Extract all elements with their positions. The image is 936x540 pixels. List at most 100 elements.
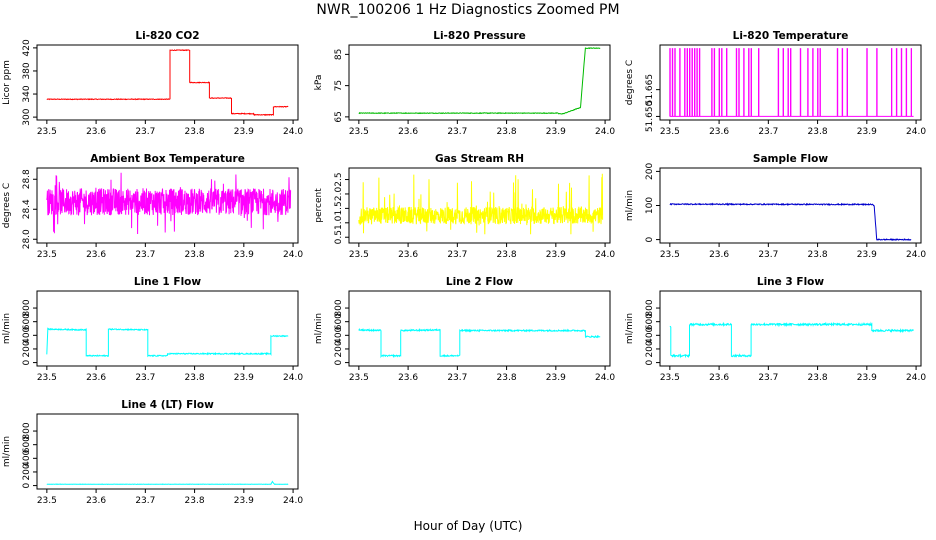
- ambient-box-temperature-ytick-label: 28.4: [22, 199, 32, 219]
- line-1-flow-xtick-label: 23.8: [185, 373, 205, 383]
- line-4-lt-flow-series-line: [46, 480, 289, 486]
- panel-li-820-pressure: Li-820 Pressure kPa 23.5 23.6 23.7 23.8 23.9 24…: [314, 30, 615, 137]
- ambient-box-temperature-xtick-label: 23.9: [234, 250, 254, 260]
- line-2-flow-ytick-label: 800: [334, 299, 344, 316]
- line-2-flow-series-line: [358, 328, 601, 359]
- li-820-pressure-xtick-label: 23.5: [349, 127, 369, 137]
- gas-stream-rh-ytick-label: 2.5: [334, 172, 344, 186]
- li-820-co2-xtick-label: 24.0: [283, 127, 303, 137]
- gas-stream-rh-ytick-label: 2.0: [334, 187, 344, 202]
- ambient-box-temperature-xtick-label: 23.8: [185, 250, 205, 260]
- sample-flow-title: Sample Flow: [753, 153, 828, 165]
- ambient-box-temperature-xtick-label: 24.0: [283, 250, 303, 260]
- line-3-flow-ytick-label: 0: [645, 359, 655, 365]
- line-3-flow-ylabel: ml/min: [625, 313, 635, 344]
- li-820-pressure-xtick-label: 23.6: [398, 127, 418, 137]
- sample-flow-xtick-label: 23.6: [709, 250, 729, 260]
- ambient-box-temperature-xtick-label: 23.6: [86, 250, 106, 260]
- panel-line-3-flow: Line 3 Flow ml/min 23.5 23.6 23.7 23.8 23.9 24.…: [625, 276, 926, 383]
- figure-xlabel: Hour of Day (UTC): [414, 519, 523, 533]
- gas-stream-rh-ytick-label: 0.5: [334, 230, 344, 244]
- line-3-flow-series-line: [669, 321, 915, 359]
- ambient-box-temperature-ytick-label: 28.0: [22, 229, 32, 249]
- sample-flow-xtick-label: 23.8: [808, 250, 828, 260]
- ambient-box-temperature-xtick-label: 23.5: [37, 250, 57, 260]
- line-3-flow-ytick-label: 600: [645, 313, 655, 330]
- gas-stream-rh-series-line: [358, 173, 604, 235]
- line-2-flow-ytick-label: 600: [334, 313, 344, 330]
- gas-stream-rh-xtick-label: 23.9: [546, 250, 566, 260]
- ambient-box-temperature-xtick-label: 23.7: [135, 250, 155, 260]
- line-1-flow-ytick-label: 600: [22, 313, 32, 330]
- line-1-flow-xtick-label: 24.0: [283, 373, 303, 383]
- line-2-flow-ytick-label: 200: [334, 340, 344, 357]
- sample-flow-ytick-label: 0: [645, 236, 655, 242]
- line-4-lt-flow-xtick-label: 23.5: [37, 496, 57, 506]
- li-820-co2-ylabel: Licor ppm: [2, 60, 12, 105]
- line-2-flow-plot-frame: [348, 290, 611, 367]
- li-820-co2-xtick-label: 23.6: [86, 127, 106, 137]
- panel-sample-flow: Sample Flow ml/min 23.5 23.6 23.7 23.8 23.9 24.…: [625, 153, 926, 260]
- gas-stream-rh-ytick-label: 1.5: [334, 201, 344, 215]
- sample-flow-xtick-label: 24.0: [906, 250, 926, 260]
- li-820-temperature-ytick-label: 51.665: [645, 74, 655, 106]
- li-820-co2-ytick-label: 420: [22, 39, 32, 56]
- line-2-flow-ytick-label: 0: [334, 359, 344, 365]
- sample-flow-ytick-label: 100: [645, 197, 655, 214]
- li-820-co2-xtick-label: 23.8: [185, 127, 205, 137]
- line-2-flow-xtick-label: 23.5: [349, 373, 369, 383]
- panel-li-820-temperature: Li-820 Temperature degrees C 23.5 23.6 23.7 2…: [625, 30, 926, 137]
- li-820-temperature-title: Li-820 Temperature: [733, 30, 849, 42]
- line-4-lt-flow-title: Line 4 (LT) Flow: [121, 399, 214, 411]
- gas-stream-rh-ylabel: percent: [314, 188, 324, 223]
- line-4-lt-flow-xtick-label: 23.8: [185, 496, 205, 506]
- li-820-temperature-ytick-label: 51.650: [645, 100, 655, 132]
- line-4-lt-flow-ytick-label: 0: [22, 482, 32, 488]
- li-820-pressure-xtick-label: 23.9: [546, 127, 566, 137]
- line-1-flow-xtick-label: 23.6: [86, 373, 106, 383]
- li-820-co2-title: Li-820 CO2: [135, 30, 199, 42]
- gas-stream-rh-ytick-label: 1.0: [334, 215, 344, 230]
- panels: Li-820 CO2 Licor ppm 23.5 23.6 23.7 23.8 23.9 2…: [2, 30, 926, 506]
- li-820-pressure-ytick-label: 65: [334, 111, 344, 122]
- li-820-co2-ytick-label: 300: [22, 108, 32, 125]
- figure-title: NWR_100206 1 Hz Diagnostics Zoomed PM: [316, 2, 619, 18]
- line-1-flow-title: Line 1 Flow: [134, 276, 201, 288]
- gas-stream-rh-plot-frame: [348, 167, 611, 244]
- li-820-co2-plot-frame: [36, 44, 299, 121]
- line-3-flow-plot-frame: [659, 290, 922, 367]
- sample-flow-xtick-label: 23.5: [660, 250, 680, 260]
- line-3-flow-ytick-label: 800: [645, 299, 655, 316]
- li-820-temperature-xtick-label: 23.6: [709, 127, 729, 137]
- line-1-flow-series-line: [46, 327, 289, 358]
- line-4-lt-flow-ytick-label: 600: [22, 436, 32, 453]
- line-1-flow-ytick-label: 0: [22, 359, 32, 365]
- sample-flow-plot-frame: [659, 167, 922, 244]
- line-1-flow-ytick-label: 800: [22, 299, 32, 316]
- li-820-pressure-ytick-label: 75: [334, 80, 344, 91]
- ambient-box-temperature-ylabel: degrees C: [2, 183, 12, 228]
- line-4-lt-flow-xtick-label: 23.7: [135, 496, 155, 506]
- line-3-flow-ytick-label: 400: [645, 326, 655, 343]
- gas-stream-rh-title: Gas Stream RH: [435, 153, 524, 165]
- li-820-pressure-ytick-label: 85: [334, 49, 344, 60]
- ambient-box-temperature-plot-frame: [36, 167, 299, 244]
- line-2-flow-xtick-label: 23.8: [497, 373, 517, 383]
- ambient-box-temperature-title: Ambient Box Temperature: [90, 153, 245, 165]
- line-3-flow-xtick-label: 23.6: [709, 373, 729, 383]
- line-1-flow-xtick-label: 23.5: [37, 373, 57, 383]
- line-3-flow-xtick-label: 23.8: [808, 373, 828, 383]
- panel-line-4-lt-flow: Line 4 (LT) Flow ml/min 23.5 23.6 23.7 23.8 23…: [2, 399, 303, 506]
- line-1-flow-ytick-label: 200: [22, 340, 32, 357]
- li-820-co2-series-line: [46, 49, 289, 116]
- panel-line-1-flow: Line 1 Flow ml/min 23.5 23.6 23.7 23.8 23.9 24.…: [2, 276, 303, 383]
- line-1-flow-ylabel: ml/min: [2, 313, 12, 344]
- line-1-flow-ytick-label: 400: [22, 326, 32, 343]
- li-820-co2-ytick-label: 380: [22, 62, 32, 79]
- gas-stream-rh-xtick-label: 23.5: [349, 250, 369, 260]
- sample-flow-xtick-label: 23.7: [758, 250, 778, 260]
- line-4-lt-flow-xtick-label: 24.0: [283, 496, 303, 506]
- ambient-box-temperature-series-line: [46, 172, 292, 235]
- line-2-flow-title: Line 2 Flow: [446, 276, 513, 288]
- li-820-temperature-xtick-label: 23.8: [808, 127, 828, 137]
